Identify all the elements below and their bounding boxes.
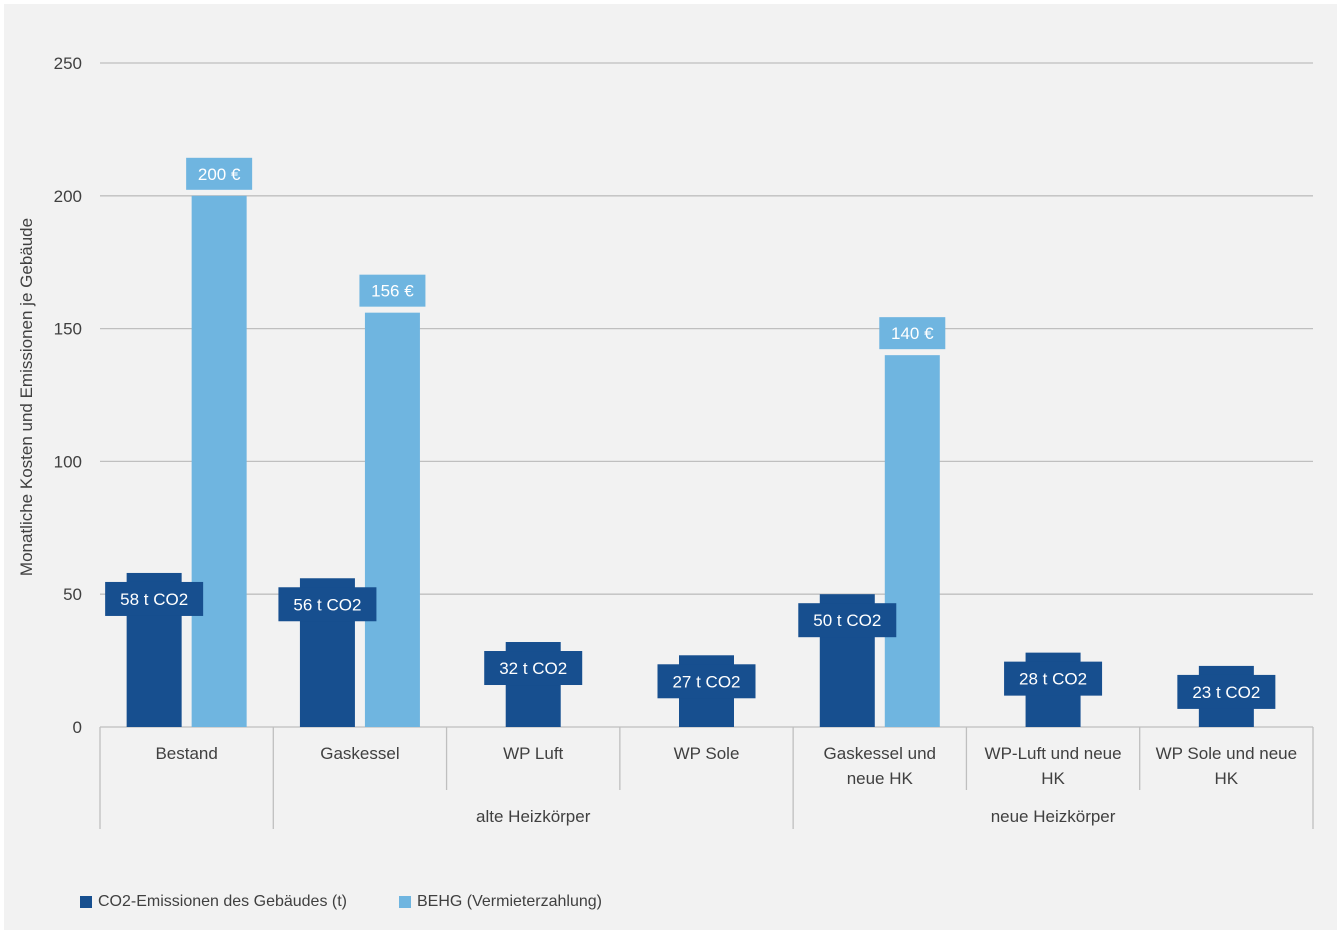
legend-swatch-behg bbox=[399, 896, 411, 908]
group-label: alte Heizkörper bbox=[476, 807, 591, 826]
data-label-behg: 140 € bbox=[891, 324, 934, 343]
legend: CO2-Emissionen des Gebäudes (t) BEHG (Ve… bbox=[80, 893, 602, 911]
y-tick-label: 100 bbox=[54, 452, 82, 471]
data-label-box-co2 bbox=[798, 603, 897, 638]
category-label: WP Luft bbox=[503, 744, 563, 763]
legend-item-behg: BEHG (Vermieterzahlung) bbox=[399, 893, 602, 911]
y-tick-label: 150 bbox=[54, 320, 82, 339]
category-label: neue HK bbox=[847, 769, 914, 788]
y-tick-label: 200 bbox=[54, 187, 82, 206]
y-tick-label: 250 bbox=[54, 54, 82, 73]
legend-label-behg: BEHG (Vermieterzahlung) bbox=[417, 893, 602, 910]
data-label-box-co2 bbox=[484, 651, 583, 686]
category-label: WP-Luft und neue bbox=[985, 744, 1122, 763]
data-label-box-co2 bbox=[657, 664, 756, 699]
data-label-box-behg bbox=[186, 157, 253, 190]
data-label-behg: 156 € bbox=[371, 282, 414, 301]
data-label-co2: 27 t CO2 bbox=[672, 672, 740, 691]
y-tick-label: 0 bbox=[73, 718, 82, 737]
category-label: Gaskessel und bbox=[824, 744, 936, 763]
legend-swatch-co2 bbox=[80, 896, 92, 908]
bar-behg bbox=[364, 312, 420, 727]
data-label-box-behg bbox=[359, 274, 426, 307]
category-label: WP Sole und neue bbox=[1156, 744, 1297, 763]
data-label-co2: 32 t CO2 bbox=[499, 659, 567, 678]
category-label: Bestand bbox=[155, 744, 217, 763]
data-label-box-co2 bbox=[278, 587, 377, 622]
legend-label-co2: CO2-Emissionen des Gebäudes (t) bbox=[98, 893, 347, 910]
data-label-co2: 28 t CO2 bbox=[1019, 670, 1087, 689]
data-label-box-co2 bbox=[105, 581, 204, 616]
category-label: HK bbox=[1215, 769, 1239, 788]
data-label-behg: 200 € bbox=[198, 165, 241, 184]
legend-item-co2: CO2-Emissionen des Gebäudes (t) bbox=[80, 893, 347, 911]
data-label-co2: 58 t CO2 bbox=[120, 590, 188, 609]
data-label-box-co2 bbox=[1177, 674, 1276, 709]
data-label-box-behg bbox=[879, 317, 946, 350]
group-label: neue Heizkörper bbox=[991, 807, 1116, 826]
bar-behg bbox=[884, 355, 940, 727]
data-label-co2: 23 t CO2 bbox=[1192, 683, 1260, 702]
data-label-co2: 50 t CO2 bbox=[813, 611, 881, 630]
category-label: HK bbox=[1041, 769, 1065, 788]
data-label-co2: 56 t CO2 bbox=[293, 595, 361, 614]
category-label: Gaskessel bbox=[320, 744, 399, 763]
y-axis-title: Monatliche Kosten und Emissionen je Gebä… bbox=[17, 218, 36, 576]
category-label: WP Sole bbox=[674, 744, 740, 763]
data-label-box-co2 bbox=[1004, 661, 1103, 696]
bar-behg bbox=[191, 195, 247, 728]
y-tick-label: 50 bbox=[63, 585, 82, 604]
